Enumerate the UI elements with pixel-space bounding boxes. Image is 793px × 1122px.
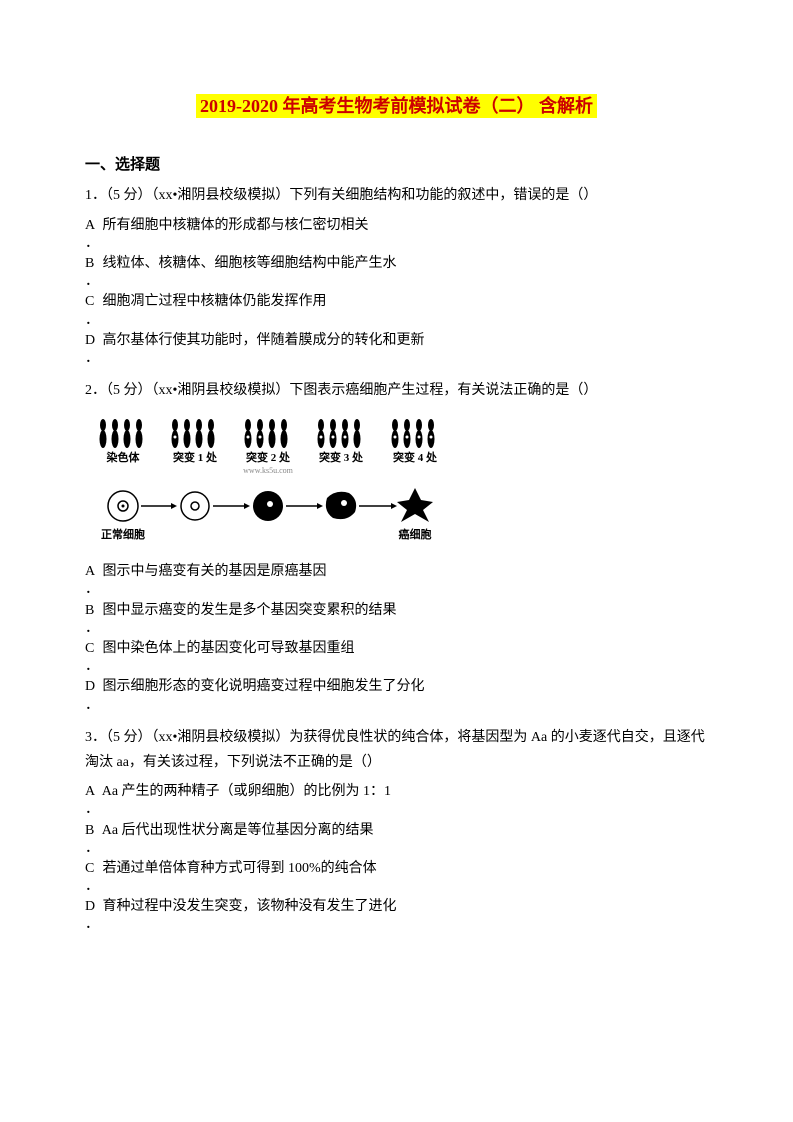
- option-text: 育种过程中没发生突变，该物种没有发生了进化: [99, 899, 397, 914]
- svg-text:www.ks5u.com: www.ks5u.com: [243, 466, 293, 475]
- option-text: 图示中与癌变有关的基因是原癌基因: [99, 564, 327, 579]
- svg-text:染色体: 染色体: [107, 450, 141, 464]
- option-text: 图示细胞形态的变化说明癌变过程中细胞发生了分化: [99, 679, 425, 694]
- option-B: B． 线粒体、核糖体、细胞核等细胞结构中能产生水: [85, 251, 708, 287]
- svg-text:正常细胞: 正常细胞: [101, 527, 145, 541]
- option-letter: D．: [85, 674, 99, 710]
- option-D: D． 高尔基体行使其功能时，伴随着膜成分的转化和更新: [85, 328, 708, 364]
- option-letter: A．: [85, 213, 99, 249]
- option-letter: A．: [85, 779, 99, 815]
- option-letter: C．: [85, 636, 99, 672]
- svg-text:突变 2 处: 突变 2 处: [246, 450, 291, 464]
- option-B: B． 图中显示癌变的发生是多个基因突变累积的结果: [85, 598, 708, 634]
- question-1: 1．（5 分）（xx•湘阴县校级模拟）下列有关细胞结构和功能的叙述中，错误的是（…: [85, 183, 708, 364]
- option-D: D． 育种过程中没发生突变，该物种没有发生了进化: [85, 894, 708, 930]
- svg-text:癌细胞: 癌细胞: [399, 527, 432, 541]
- option-text: 若通过单倍体育种方式可得到 100%的纯合体: [99, 861, 377, 876]
- option-letter: D．: [85, 328, 99, 364]
- option-B: B． Aa 后代出现性状分离是等位基因分离的结果: [85, 818, 708, 854]
- question-stem: 1．（5 分）（xx•湘阴县校级模拟）下列有关细胞结构和功能的叙述中，错误的是（…: [85, 183, 708, 208]
- option-letter: C．: [85, 856, 99, 892]
- option-letter: B．: [85, 818, 99, 854]
- option-C: C． 图中染色体上的基因变化可导致基因重组: [85, 636, 708, 672]
- option-text: 高尔基体行使其功能时，伴随着膜成分的转化和更新: [99, 333, 425, 348]
- option-text: 图中染色体上的基因变化可导致基因重组: [99, 641, 355, 656]
- title-text: 2019-2020 年高考生物考前模拟试卷（二） 含解析: [196, 94, 597, 118]
- option-letter: C．: [85, 289, 99, 325]
- page-title: 2019-2020 年高考生物考前模拟试卷（二） 含解析: [85, 90, 708, 122]
- option-text: 所有细胞中核糖体的形成都与核仁密切相关: [99, 218, 369, 233]
- svg-text:突变 4 处: 突变 4 处: [393, 450, 438, 464]
- option-letter: A．: [85, 559, 99, 595]
- option-D: D． 图示细胞形态的变化说明癌变过程中细胞发生了分化: [85, 674, 708, 710]
- question-2: 2．（5 分）（xx•湘阴县校级模拟）下图表示癌细胞产生过程，有关说法正确的是（…: [85, 378, 708, 711]
- option-C: C． 细胞凋亡过程中核糖体仍能发挥作用: [85, 289, 708, 325]
- option-A: A． 所有细胞中核糖体的形成都与核仁密切相关: [85, 213, 708, 249]
- option-text: 细胞凋亡过程中核糖体仍能发挥作用: [99, 294, 327, 309]
- option-text: Aa 后代出现性状分离是等位基因分离的结果: [99, 823, 374, 838]
- option-A: A． 图示中与癌变有关的基因是原癌基因: [85, 559, 708, 595]
- section-header: 一、选择题: [85, 152, 708, 179]
- svg-text:突变 3 处: 突变 3 处: [319, 450, 364, 464]
- option-text: 线粒体、核糖体、细胞核等细胞结构中能产生水: [99, 256, 397, 271]
- question-diagram: 染色体 突变 1 处 突变 2 处 突变 3 处 突变 4 处 www.ks5u.com 正…: [85, 411, 708, 551]
- question-stem: 3．（5 分）（xx•湘阴县校级模拟）为获得优良性状的纯合体，将基因型为 Aa …: [85, 725, 708, 775]
- questions-container: 1．（5 分）（xx•湘阴县校级模拟）下列有关细胞结构和功能的叙述中，错误的是（…: [85, 183, 708, 930]
- question-3: 3．（5 分）（xx•湘阴县校级模拟）为获得优良性状的纯合体，将基因型为 Aa …: [85, 725, 708, 931]
- svg-text:突变 1 处: 突变 1 处: [173, 450, 218, 464]
- question-stem: 2．（5 分）（xx•湘阴县校级模拟）下图表示癌细胞产生过程，有关说法正确的是（…: [85, 378, 708, 403]
- option-letter: D．: [85, 894, 99, 930]
- option-text: 图中显示癌变的发生是多个基因突变累积的结果: [99, 603, 397, 618]
- option-A: A． Aa 产生的两种精子（或卵细胞）的比例为 1：1: [85, 779, 708, 815]
- option-C: C． 若通过单倍体育种方式可得到 100%的纯合体: [85, 856, 708, 892]
- option-letter: B．: [85, 251, 99, 287]
- option-text: Aa 产生的两种精子（或卵细胞）的比例为 1：1: [99, 784, 391, 799]
- option-letter: B．: [85, 598, 99, 634]
